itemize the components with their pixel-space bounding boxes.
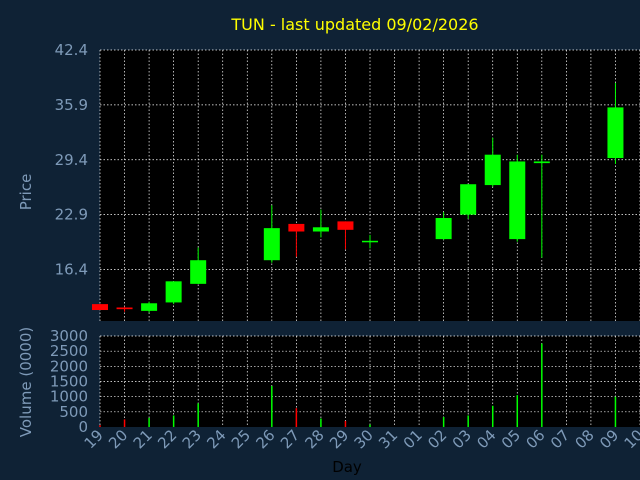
price-tick-label: 22.9 [55,206,88,224]
day-tick-label: 27 [277,426,303,452]
day-tick-label: 24 [203,426,229,452]
day-tick-label: 29 [326,426,352,452]
day-tick-label: 21 [130,426,156,452]
day-tick-label: 26 [252,426,278,452]
day-tick-label: 03 [449,426,475,452]
price-tick-label: 35.9 [55,96,88,114]
volume-axis-label: Volume (0000) [17,327,35,437]
candle-body [435,218,452,240]
candle-body [288,223,305,232]
candle-body [312,227,329,232]
volume-bar [467,415,469,427]
day-tick-label: 09 [596,426,622,452]
candle-body [263,228,280,261]
volume-bar [99,425,101,427]
price-grid [99,49,640,321]
candle [165,281,182,305]
day-tick-label: 04 [473,426,499,452]
day-tick-label: 06 [522,426,548,452]
candle [484,137,501,187]
x-axis-label: Day [332,458,362,476]
candle [92,304,108,311]
day-tick-label: 22 [154,426,180,452]
volume-tick-label: 2500 [50,342,88,360]
day-tick-label: 30 [351,426,377,452]
candle-body [607,107,624,159]
candle-body [190,260,207,284]
volume-grid [99,335,640,427]
day-tick-label: 25 [228,426,254,452]
price-axis-ticks: 42.4 35.9 29.4 22.9 16.4 [55,41,88,279]
volume-bar [369,424,371,427]
volume-bar [614,396,617,427]
candle-body [509,161,526,240]
volume-tick-label: 0 [78,418,88,436]
volume-tick-label: 1500 [50,373,88,391]
volume-bar [172,415,175,427]
candle-body [116,307,133,310]
candle [190,247,207,284]
candle-body [92,304,108,311]
candle [312,209,329,238]
volume-bar [442,416,445,427]
volume-tick-label: 1000 [50,388,88,406]
day-tick-label: 28 [302,426,328,452]
day-tick-label: 07 [547,426,573,452]
candle-body [484,154,501,186]
volume-bar [541,343,543,427]
volume-bar [123,419,126,427]
volume-bar [271,386,273,427]
volume-bar [344,420,347,427]
day-axis-ticks: 1920212223242526272829303101020304050607… [81,426,640,452]
volume-bar [516,395,519,427]
candle-body [460,184,477,215]
price-candles [92,82,624,313]
volume-tick-label: 3000 [50,327,88,345]
day-tick-label: 02 [424,426,450,452]
candle [362,234,378,249]
day-tick-label: 10 [621,426,640,452]
candle [509,154,526,242]
price-plot-area [100,50,640,321]
candle [116,306,133,312]
volume-bars [99,343,617,427]
day-tick-label: 08 [572,426,598,452]
day-tick-label: 20 [105,426,131,452]
day-tick-label: 05 [498,426,524,452]
candle-body [165,281,182,303]
candle [460,184,477,219]
volume-bar [148,417,150,427]
price-tick-label: 42.4 [55,41,88,59]
candle [435,212,452,240]
price-tick-label: 29.4 [55,151,88,169]
candle [533,154,550,258]
candle-body [141,303,158,311]
day-tick-label: 01 [400,426,426,452]
volume-tick-label: 2000 [50,357,88,375]
candle [337,221,354,250]
volume-bar [491,405,494,427]
day-tick-label: 23 [179,426,205,452]
candle [263,205,280,263]
candle-body [533,161,550,164]
candle-body [337,221,354,230]
candle [288,223,305,257]
candle [607,82,624,164]
price-axis-label: Price [17,174,35,211]
volume-bar [197,403,199,427]
day-tick-label: 31 [375,426,401,452]
volume-bar [320,418,322,427]
price-tick-label: 16.4 [55,261,88,279]
volume-bar [295,408,298,427]
chart-title: TUN - last updated 09/02/2026 [230,15,478,34]
candle [141,301,158,313]
candle-body [362,240,378,243]
volume-tick-label: 500 [59,403,88,421]
